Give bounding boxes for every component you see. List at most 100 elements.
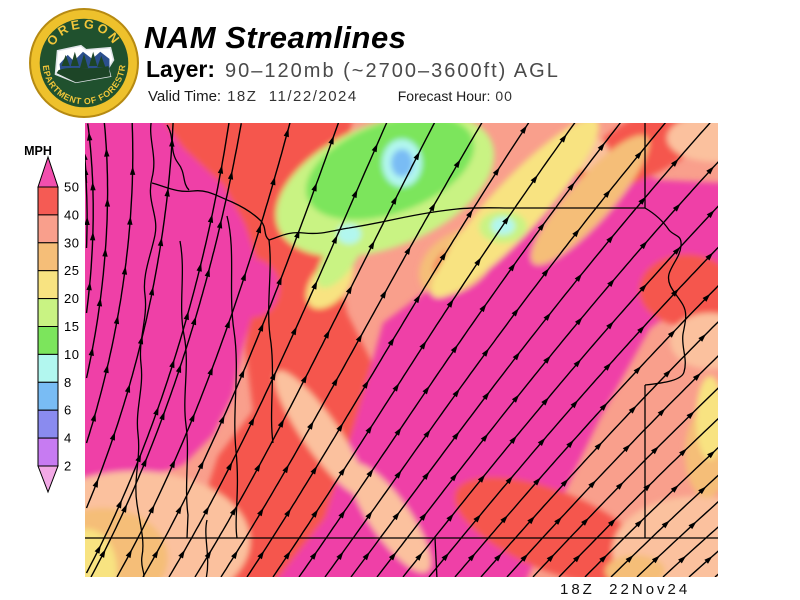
arrowhead bbox=[217, 165, 224, 174]
arrowhead bbox=[257, 322, 264, 332]
layer-label: Layer: bbox=[146, 56, 216, 82]
arrowhead bbox=[588, 480, 597, 489]
scale-segment bbox=[37, 270, 59, 300]
arrowhead bbox=[125, 549, 132, 559]
arrowhead bbox=[678, 555, 687, 564]
arrowhead bbox=[248, 417, 255, 426]
arrowhead bbox=[257, 507, 264, 517]
streamline bbox=[558, 417, 718, 577]
streamline bbox=[532, 387, 718, 577]
arrowhead bbox=[175, 364, 182, 373]
arrowhead bbox=[639, 240, 648, 250]
arrowhead bbox=[394, 470, 402, 479]
arrowhead bbox=[197, 460, 204, 470]
arrowhead bbox=[546, 554, 555, 562]
wind-region-blue bbox=[391, 149, 413, 177]
arrowhead bbox=[634, 150, 643, 159]
arrowhead bbox=[692, 372, 701, 381]
arrowhead bbox=[419, 340, 427, 350]
arrowhead bbox=[290, 326, 297, 336]
arrowhead bbox=[670, 484, 679, 493]
arrowhead bbox=[204, 268, 210, 278]
arrowhead bbox=[207, 366, 213, 376]
arrowhead bbox=[331, 235, 338, 244]
arrowhead bbox=[270, 176, 276, 186]
arrowhead bbox=[99, 549, 106, 558]
streamline bbox=[636, 500, 718, 577]
arrowhead bbox=[366, 468, 374, 478]
arrowhead bbox=[453, 159, 461, 168]
arrowhead bbox=[368, 240, 375, 250]
arrowhead bbox=[404, 246, 411, 255]
arrowhead bbox=[704, 556, 713, 564]
arrowhead bbox=[679, 448, 687, 457]
arrowhead bbox=[196, 262, 202, 272]
arrowhead bbox=[482, 391, 490, 400]
arrowhead bbox=[599, 402, 608, 411]
arrowhead bbox=[651, 555, 660, 564]
arrowhead bbox=[218, 415, 225, 424]
arrowhead bbox=[338, 510, 346, 519]
arrowhead bbox=[224, 319, 230, 329]
arrowhead bbox=[573, 359, 582, 368]
streamline bbox=[116, 123, 291, 577]
arrowhead bbox=[473, 514, 481, 523]
arrowhead bbox=[94, 545, 101, 554]
arrowhead bbox=[634, 519, 643, 528]
streamline bbox=[714, 573, 718, 577]
arrowhead bbox=[311, 182, 317, 192]
arrowhead bbox=[413, 151, 420, 161]
arrowhead bbox=[603, 362, 612, 371]
valid-time-row: Valid Time: 18Z 11/22/2024 Forecast Hour… bbox=[148, 88, 513, 105]
arrowhead bbox=[509, 435, 517, 444]
arrowhead bbox=[351, 189, 358, 199]
scale-tick: 4 bbox=[64, 431, 72, 446]
arrowhead bbox=[152, 549, 159, 559]
arrowhead bbox=[671, 288, 679, 297]
columbia-river bbox=[151, 182, 645, 241]
streamline bbox=[85, 123, 174, 509]
map-boundaries bbox=[85, 123, 718, 577]
arrowhead bbox=[169, 138, 175, 147]
arrowhead bbox=[702, 293, 711, 302]
scale-tick: 30 bbox=[64, 235, 79, 250]
arrowhead bbox=[567, 182, 575, 191]
arrowhead bbox=[148, 286, 155, 296]
arrowhead bbox=[300, 374, 308, 384]
streamline bbox=[688, 550, 718, 577]
arrowhead bbox=[190, 316, 197, 326]
scale-segment bbox=[37, 298, 59, 328]
arrowhead bbox=[608, 518, 616, 527]
arrowhead bbox=[606, 321, 614, 330]
arrowhead bbox=[207, 214, 214, 223]
arrowhead bbox=[85, 166, 89, 176]
arrowhead bbox=[415, 552, 423, 561]
arrowhead bbox=[520, 553, 529, 562]
arrowhead bbox=[189, 413, 195, 422]
arrowhead bbox=[90, 412, 96, 422]
arrowhead bbox=[121, 266, 128, 275]
arrowhead bbox=[85, 216, 90, 225]
arrowhead bbox=[638, 196, 646, 205]
arrowhead bbox=[597, 142, 605, 151]
arrowhead bbox=[422, 385, 430, 395]
arrowhead bbox=[169, 459, 176, 469]
arrowhead bbox=[541, 397, 549, 406]
arrowhead bbox=[494, 553, 502, 562]
arrowhead bbox=[622, 444, 631, 453]
arrowhead bbox=[148, 504, 155, 514]
arrowhead bbox=[575, 317, 583, 326]
arrowhead bbox=[657, 408, 666, 417]
page-title: NAM Streamlines bbox=[144, 20, 407, 55]
scale-tick: 2 bbox=[64, 459, 72, 474]
arrowhead bbox=[663, 369, 672, 378]
forecast-hour-label: Forecast Hour: bbox=[397, 88, 491, 104]
arrowhead bbox=[651, 446, 659, 455]
arrowhead bbox=[446, 299, 454, 308]
arrowhead bbox=[255, 224, 261, 234]
willamette-river bbox=[166, 124, 190, 191]
scale-segment bbox=[37, 437, 59, 467]
arrowhead bbox=[615, 481, 624, 490]
arrowhead bbox=[283, 550, 291, 560]
arrowhead bbox=[572, 228, 580, 238]
